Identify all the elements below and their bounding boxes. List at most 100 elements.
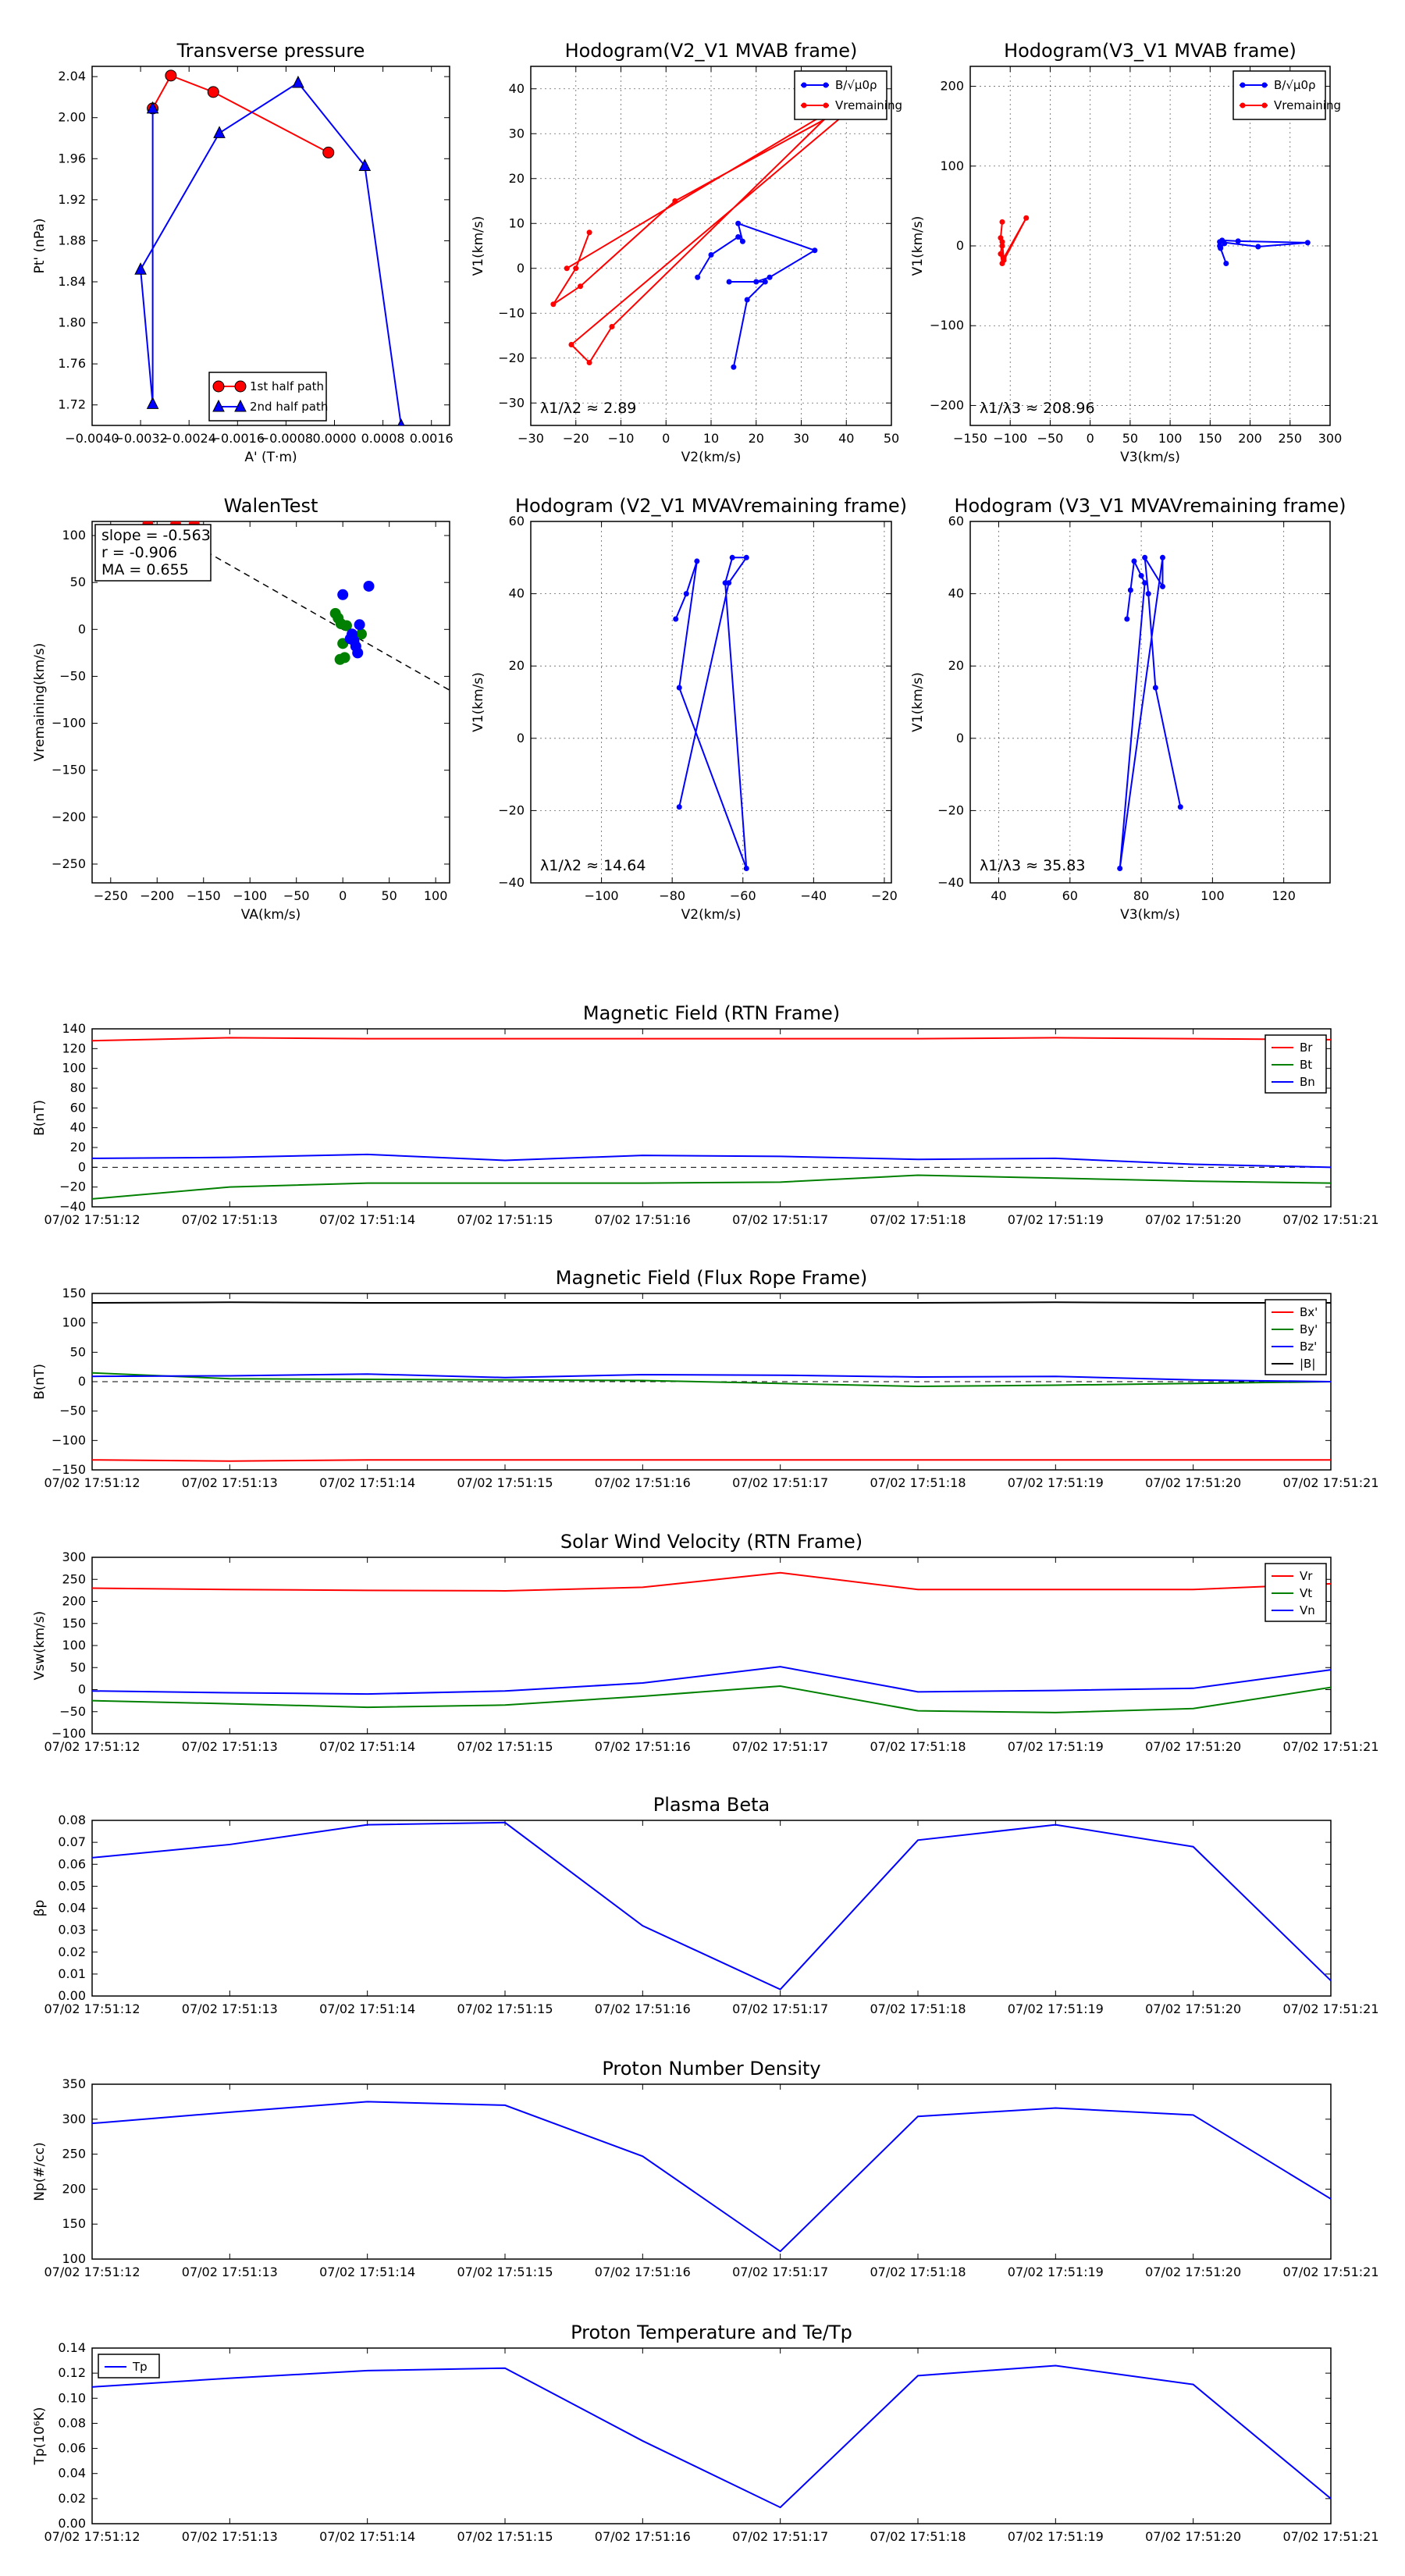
x-tick-label: 07/02 17:51:14 xyxy=(319,1739,415,1754)
series-line xyxy=(696,222,817,368)
x-tick-label: 07/02 17:51:14 xyxy=(319,2529,415,2544)
data-point xyxy=(999,219,1005,225)
y-tick-label: −150 xyxy=(52,1462,86,1477)
y-tick-label: 1.96 xyxy=(58,151,86,165)
y-tick-label: −100 xyxy=(52,716,86,731)
data-point xyxy=(339,652,350,664)
x-tick-label: 07/02 17:51:13 xyxy=(182,1212,278,1227)
y-tick-label: −20 xyxy=(498,350,525,365)
x-tick-label: 07/02 17:51:19 xyxy=(1008,2529,1104,2544)
data-point xyxy=(573,265,579,272)
chart-title: Hodogram (V3_V1 MVAVremaining frame) xyxy=(954,495,1346,517)
y-tick-label: 100 xyxy=(62,1315,86,1330)
x-tick-label: 200 xyxy=(1238,431,1262,446)
x-axis-label: VA(km/s) xyxy=(241,907,301,923)
x-tick-label: 07/02 17:51:16 xyxy=(595,1212,691,1227)
chart-title: Proton Number Density xyxy=(602,2058,820,2080)
y-tick-label: 0 xyxy=(956,238,964,253)
y-axis-label: Tp(10⁶K) xyxy=(32,2407,48,2465)
x-tick-label: 07/02 17:51:15 xyxy=(457,2265,553,2279)
chart-title: Hodogram(V3_V1 MVAB frame) xyxy=(1004,40,1297,62)
data-point xyxy=(801,102,807,109)
data-point xyxy=(676,804,682,810)
x-tick-label: 07/02 17:51:18 xyxy=(870,1739,966,1754)
x-tick-label: 07/02 17:51:21 xyxy=(1282,2265,1378,2279)
x-tick-label: 07/02 17:51:13 xyxy=(182,1475,278,1490)
data-point xyxy=(762,279,768,285)
data-point xyxy=(1131,558,1137,564)
series-line xyxy=(553,97,865,365)
data-point xyxy=(726,580,732,586)
data-point xyxy=(165,69,177,82)
x-axis-label: V2(km/s) xyxy=(681,450,742,465)
x-axis-label: V2(km/s) xyxy=(681,907,742,923)
y-axis-label: Np(#/cc) xyxy=(32,2142,48,2201)
plot-area xyxy=(673,554,749,871)
y-tick-label: 0.10 xyxy=(58,2390,86,2405)
lambda-annotation: λ1/λ3 ≈ 208.96 xyxy=(980,400,1095,417)
x-tick-label: 07/02 17:51:15 xyxy=(457,1212,553,1227)
legend-label: Vt xyxy=(1300,1586,1312,1600)
x-tick-label: 20 xyxy=(749,431,764,446)
x-tick-label: 07/02 17:51:18 xyxy=(870,2265,966,2279)
x-tick-label: 07/02 17:51:19 xyxy=(1008,1739,1104,1754)
y-tick-label: 140 xyxy=(62,1021,86,1036)
data-point xyxy=(676,685,682,691)
x-tick-label: 07/02 17:51:15 xyxy=(457,2001,553,2016)
series-line xyxy=(91,2364,1332,2509)
y-axis-label: V1(km/s) xyxy=(471,216,486,276)
y-tick-label: −10 xyxy=(498,305,525,320)
x-tick-label: −60 xyxy=(730,888,756,903)
y-axis-label: Pt' (nPa) xyxy=(32,219,48,274)
y-axis-label: Vsw(km/s) xyxy=(32,1611,48,1681)
series-line xyxy=(91,1571,1332,1592)
legend-label: Tp xyxy=(132,2360,148,2374)
y-tick-label: 1.88 xyxy=(58,233,86,247)
plot-frame xyxy=(530,521,892,884)
y-tick-label: 100 xyxy=(62,528,86,543)
legend-label: Bz' xyxy=(1300,1340,1317,1354)
y-tick-label: 0 xyxy=(517,731,525,745)
data-point xyxy=(1261,102,1268,109)
data-point xyxy=(363,580,375,592)
x-tick-label: 100 xyxy=(1200,888,1225,903)
x-axis-label: V3(km/s) xyxy=(1120,450,1180,465)
series-line xyxy=(1119,557,1182,869)
x-tick-label: −100 xyxy=(233,888,267,903)
series-line xyxy=(91,1373,1332,1382)
x-tick-label: 0 xyxy=(1087,431,1094,446)
x-tick-label: 50 xyxy=(884,431,899,446)
x-tick-label: 07/02 17:51:17 xyxy=(732,2529,828,2544)
chart-proton_temp: 07/02 17:51:12 07/02 17:51:13 07/02 17:51:… xyxy=(32,2322,1379,2544)
x-tick-label: 80 xyxy=(1133,888,1149,903)
data-point xyxy=(354,619,365,631)
x-tick-label: 07/02 17:51:21 xyxy=(1282,1475,1378,1490)
plot-frame xyxy=(91,1820,1332,1997)
series-line xyxy=(91,1459,1331,1462)
x-tick-label: 100 xyxy=(1158,431,1183,446)
legend-label: 1st half path xyxy=(250,379,324,393)
legend-label: By' xyxy=(1300,1322,1318,1336)
x-tick-label: 07/02 17:51:12 xyxy=(44,1212,140,1227)
y-tick-label: 20 xyxy=(509,171,525,186)
y-tick-label: 1.76 xyxy=(58,356,86,371)
data-point xyxy=(1217,239,1223,245)
y-tick-label: 1.92 xyxy=(58,192,86,207)
y-tick-label: 0.04 xyxy=(58,1901,86,1916)
data-point xyxy=(823,102,829,109)
data-point xyxy=(743,554,749,560)
y-tick-label: −20 xyxy=(498,802,525,817)
y-tick-label: −100 xyxy=(52,1726,86,1741)
y-tick-label: 300 xyxy=(62,2112,86,2126)
x-tick-label: 07/02 17:51:21 xyxy=(1282,1212,1378,1227)
y-tick-label: 200 xyxy=(62,1594,86,1609)
y-tick-label: 150 xyxy=(62,2216,86,2231)
x-tick-label: 150 xyxy=(1198,431,1222,446)
x-tick-label: 40 xyxy=(991,888,1006,903)
chart-mag_rtn: 07/02 17:51:12 07/02 17:51:13 07/02 17:51:… xyxy=(32,1002,1379,1227)
x-tick-label: −0.0016 xyxy=(211,431,265,446)
x-tick-label: 07/02 17:51:13 xyxy=(182,2265,278,2279)
x-tick-label: −0.0008 xyxy=(259,431,313,446)
